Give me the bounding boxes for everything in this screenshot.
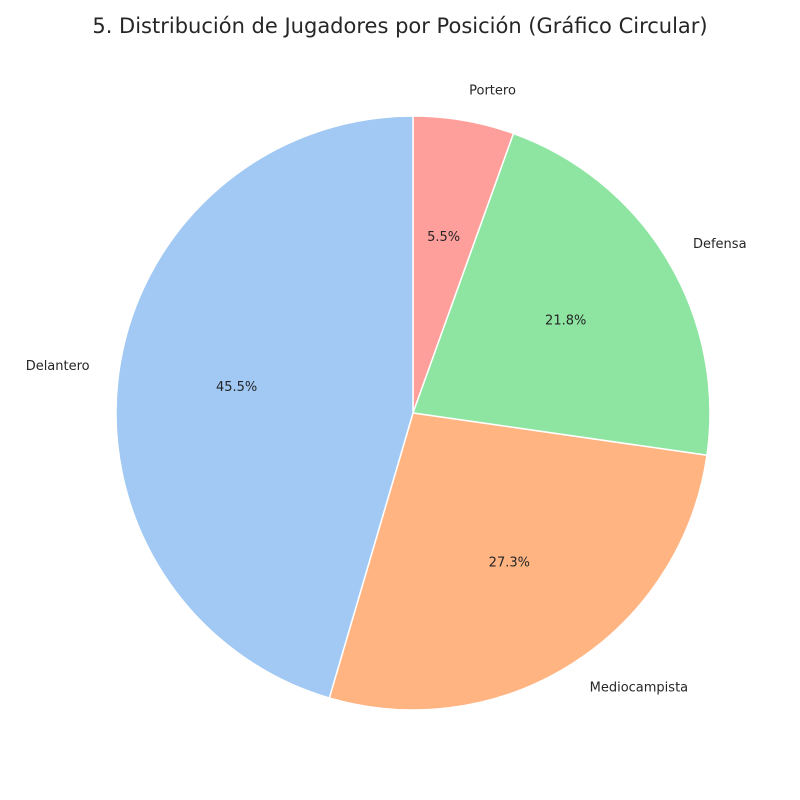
pct-label-portero: 5.5% [427, 230, 460, 245]
pie-slice-defensa [412, 132, 711, 457]
pie-slice-mediocampista [328, 412, 708, 711]
pct-label-mediocampista: 27.3% [489, 555, 530, 570]
chart-title: 5. Distribución de Jugadores por Posició… [92, 14, 708, 38]
pct-label-delantero: 45.5% [216, 380, 257, 395]
slice-label-portero: Portero [469, 84, 516, 99]
pie-slice-delantero [115, 115, 414, 699]
slice-label-delantero: Delantero [26, 359, 90, 374]
slice-label-defensa: Defensa [693, 237, 747, 252]
pct-label-defensa: 21.8% [545, 314, 586, 329]
slice-label-mediocampista: Mediocampista [590, 680, 689, 695]
